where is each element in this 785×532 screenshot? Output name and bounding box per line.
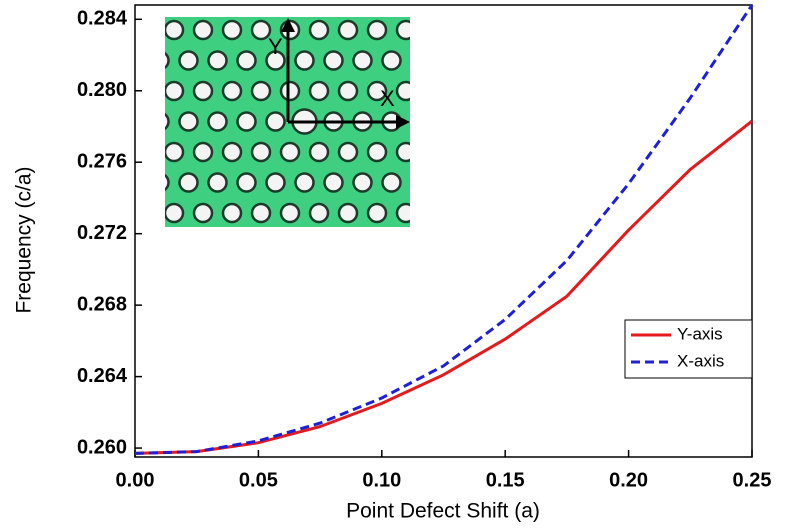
inset-image: YX (165, 17, 430, 227)
air-hole (308, 19, 330, 41)
air-hole (337, 80, 359, 102)
air-hole (337, 141, 359, 163)
air-hole (165, 141, 185, 163)
air-hole (250, 202, 272, 224)
x-tick-label: 0.25 (733, 469, 772, 491)
air-hole (294, 172, 315, 193)
air-hole (165, 173, 170, 192)
air-hole (165, 19, 185, 41)
air-hole (192, 141, 214, 163)
lattice (165, 19, 430, 224)
air-hole (236, 172, 257, 193)
inset-label: Y (268, 34, 283, 59)
air-hole (178, 50, 199, 71)
y-arrow-head (281, 18, 295, 32)
x-tick-label: 0.00 (116, 469, 155, 491)
air-hole (366, 202, 388, 224)
x-arrow-head (396, 115, 410, 129)
air-hole (352, 172, 373, 193)
y-tick-label: 0.272 (77, 222, 127, 244)
y-tick-label: 0.276 (77, 150, 127, 172)
air-hole (236, 111, 257, 132)
air-hole (395, 202, 410, 224)
air-hole (395, 80, 410, 102)
air-hole (221, 141, 243, 163)
air-hole (250, 80, 272, 102)
air-hole (192, 19, 214, 41)
air-hole (221, 19, 243, 41)
air-hole (279, 202, 301, 224)
air-hole (395, 141, 410, 163)
air-hole (265, 50, 286, 71)
air-hole (337, 202, 359, 224)
air-hole (366, 141, 388, 163)
air-hole (192, 80, 214, 102)
air-hole (294, 50, 315, 71)
air-hole (207, 172, 228, 193)
air-hole (381, 172, 402, 193)
air-hole (323, 172, 344, 193)
air-hole (207, 50, 228, 71)
plot-frame (134, 4, 753, 458)
legend-label: Y-axis (677, 324, 723, 343)
air-hole (412, 52, 430, 70)
air-hole (236, 50, 257, 71)
air-hole (279, 80, 301, 102)
air-hole (323, 50, 344, 71)
air-hole (352, 50, 373, 71)
air-hole (366, 80, 388, 102)
x-tick-label: 0.20 (609, 469, 648, 491)
air-hole (308, 141, 330, 163)
air-hole (250, 19, 272, 41)
air-hole (165, 112, 170, 131)
air-hole (265, 111, 286, 132)
inset-label: X (380, 86, 395, 111)
y-tick-label: 0.264 (77, 365, 128, 387)
air-hole (250, 141, 272, 163)
air-hole (279, 141, 301, 163)
legend-box (624, 319, 753, 379)
x-axis-title: Point Defect Shift (a) (346, 500, 540, 523)
x-tick-label: 0.10 (362, 469, 401, 491)
y-tick-label: 0.260 (77, 436, 127, 458)
y-tick-label: 0.280 (77, 79, 127, 101)
y-tick-label: 0.284 (77, 8, 128, 30)
air-hole (165, 51, 170, 70)
air-hole (308, 202, 330, 224)
y-tick-label: 0.268 (77, 293, 127, 315)
series-line (134, 4, 754, 455)
air-hole (337, 19, 359, 41)
x-tick-label: 0.15 (486, 469, 525, 491)
y-axis-title: Frequency (c/a) (13, 166, 36, 313)
air-hole (395, 19, 410, 41)
air-hole (178, 172, 199, 193)
air-hole (192, 202, 214, 224)
air-hole (165, 80, 185, 102)
air-hole (207, 111, 228, 132)
air-hole (412, 174, 430, 192)
air-hole (308, 80, 330, 102)
x-tick-label: 0.05 (239, 469, 278, 491)
air-hole (265, 172, 286, 193)
air-hole (221, 80, 243, 102)
legend-label: X-axis (677, 351, 724, 370)
air-hole (165, 202, 185, 224)
air-hole (221, 202, 243, 224)
air-hole (366, 19, 388, 41)
air-hole (412, 113, 430, 131)
air-hole (178, 111, 199, 132)
air-hole (381, 50, 402, 71)
